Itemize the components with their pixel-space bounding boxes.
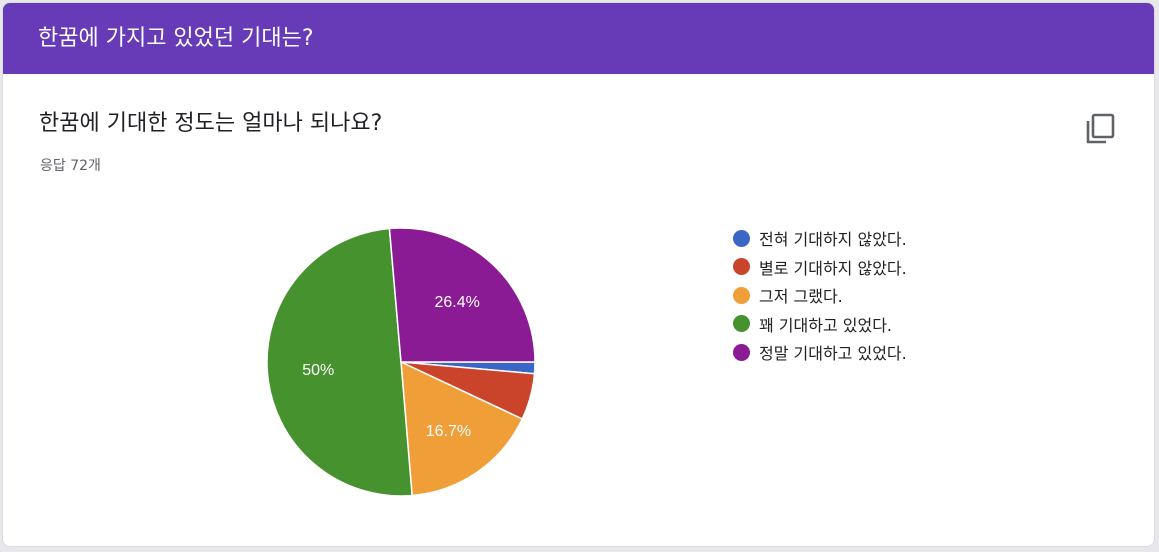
legend-swatch — [733, 343, 750, 361]
section-header: 한꿈에 가지고 있었던 기대는? — [3, 3, 1154, 74]
question-title: 한꿈에 기대한 정도는 얼마나 되나요? — [39, 111, 383, 136]
pie-slice-label: 16.7% — [426, 423, 471, 440]
legend-item-very[interactable]: 정말 기대하고 있었다. — [733, 338, 907, 367]
copy-chart-button[interactable] — [1079, 107, 1119, 147]
legend-label: 그저 그랬다. — [759, 287, 843, 307]
pie-slice-label: 50% — [302, 362, 334, 379]
legend-swatch — [733, 258, 750, 276]
legend-item-not-much[interactable]: 별로 기대하지 않았다. — [733, 253, 907, 282]
pie-chart: 16.7% 50% 26.4% — [266, 227, 536, 497]
legend-item-so-so[interactable]: 그저 그랬다. — [733, 281, 907, 310]
pie-slice-label: 26.4% — [434, 294, 479, 311]
legend-label: 꽤 기대하고 있었다. — [759, 315, 893, 335]
copy-icon — [1086, 113, 1115, 144]
pie-slice-quite[interactable] — [266, 227, 413, 497]
legend-label: 정말 기대하고 있었다. — [759, 344, 907, 364]
section-title: 한꿈에 가지고 있었던 기대는? — [38, 26, 314, 51]
pie-slice-very[interactable] — [388, 227, 536, 363]
legend-item-not-at-all[interactable]: 전혀 기대하지 않았다. — [733, 224, 907, 253]
response-count: 응답 72개 — [40, 158, 101, 174]
legend-item-quite[interactable]: 꽤 기대하고 있었다. — [733, 310, 907, 339]
legend-label: 별로 기대하지 않았다. — [759, 258, 907, 278]
legend-swatch — [733, 229, 750, 247]
pie-slice-so-so[interactable] — [400, 360, 524, 497]
legend-swatch — [733, 315, 750, 333]
legend-label: 전혀 기대하지 않았다. — [759, 230, 907, 250]
legend-swatch — [733, 286, 750, 304]
chart-legend: 전혀 기대하지 않았다. 별로 기대하지 않았다. 그저 그랬다. 꽤 기대하고 있었… — [733, 224, 907, 367]
